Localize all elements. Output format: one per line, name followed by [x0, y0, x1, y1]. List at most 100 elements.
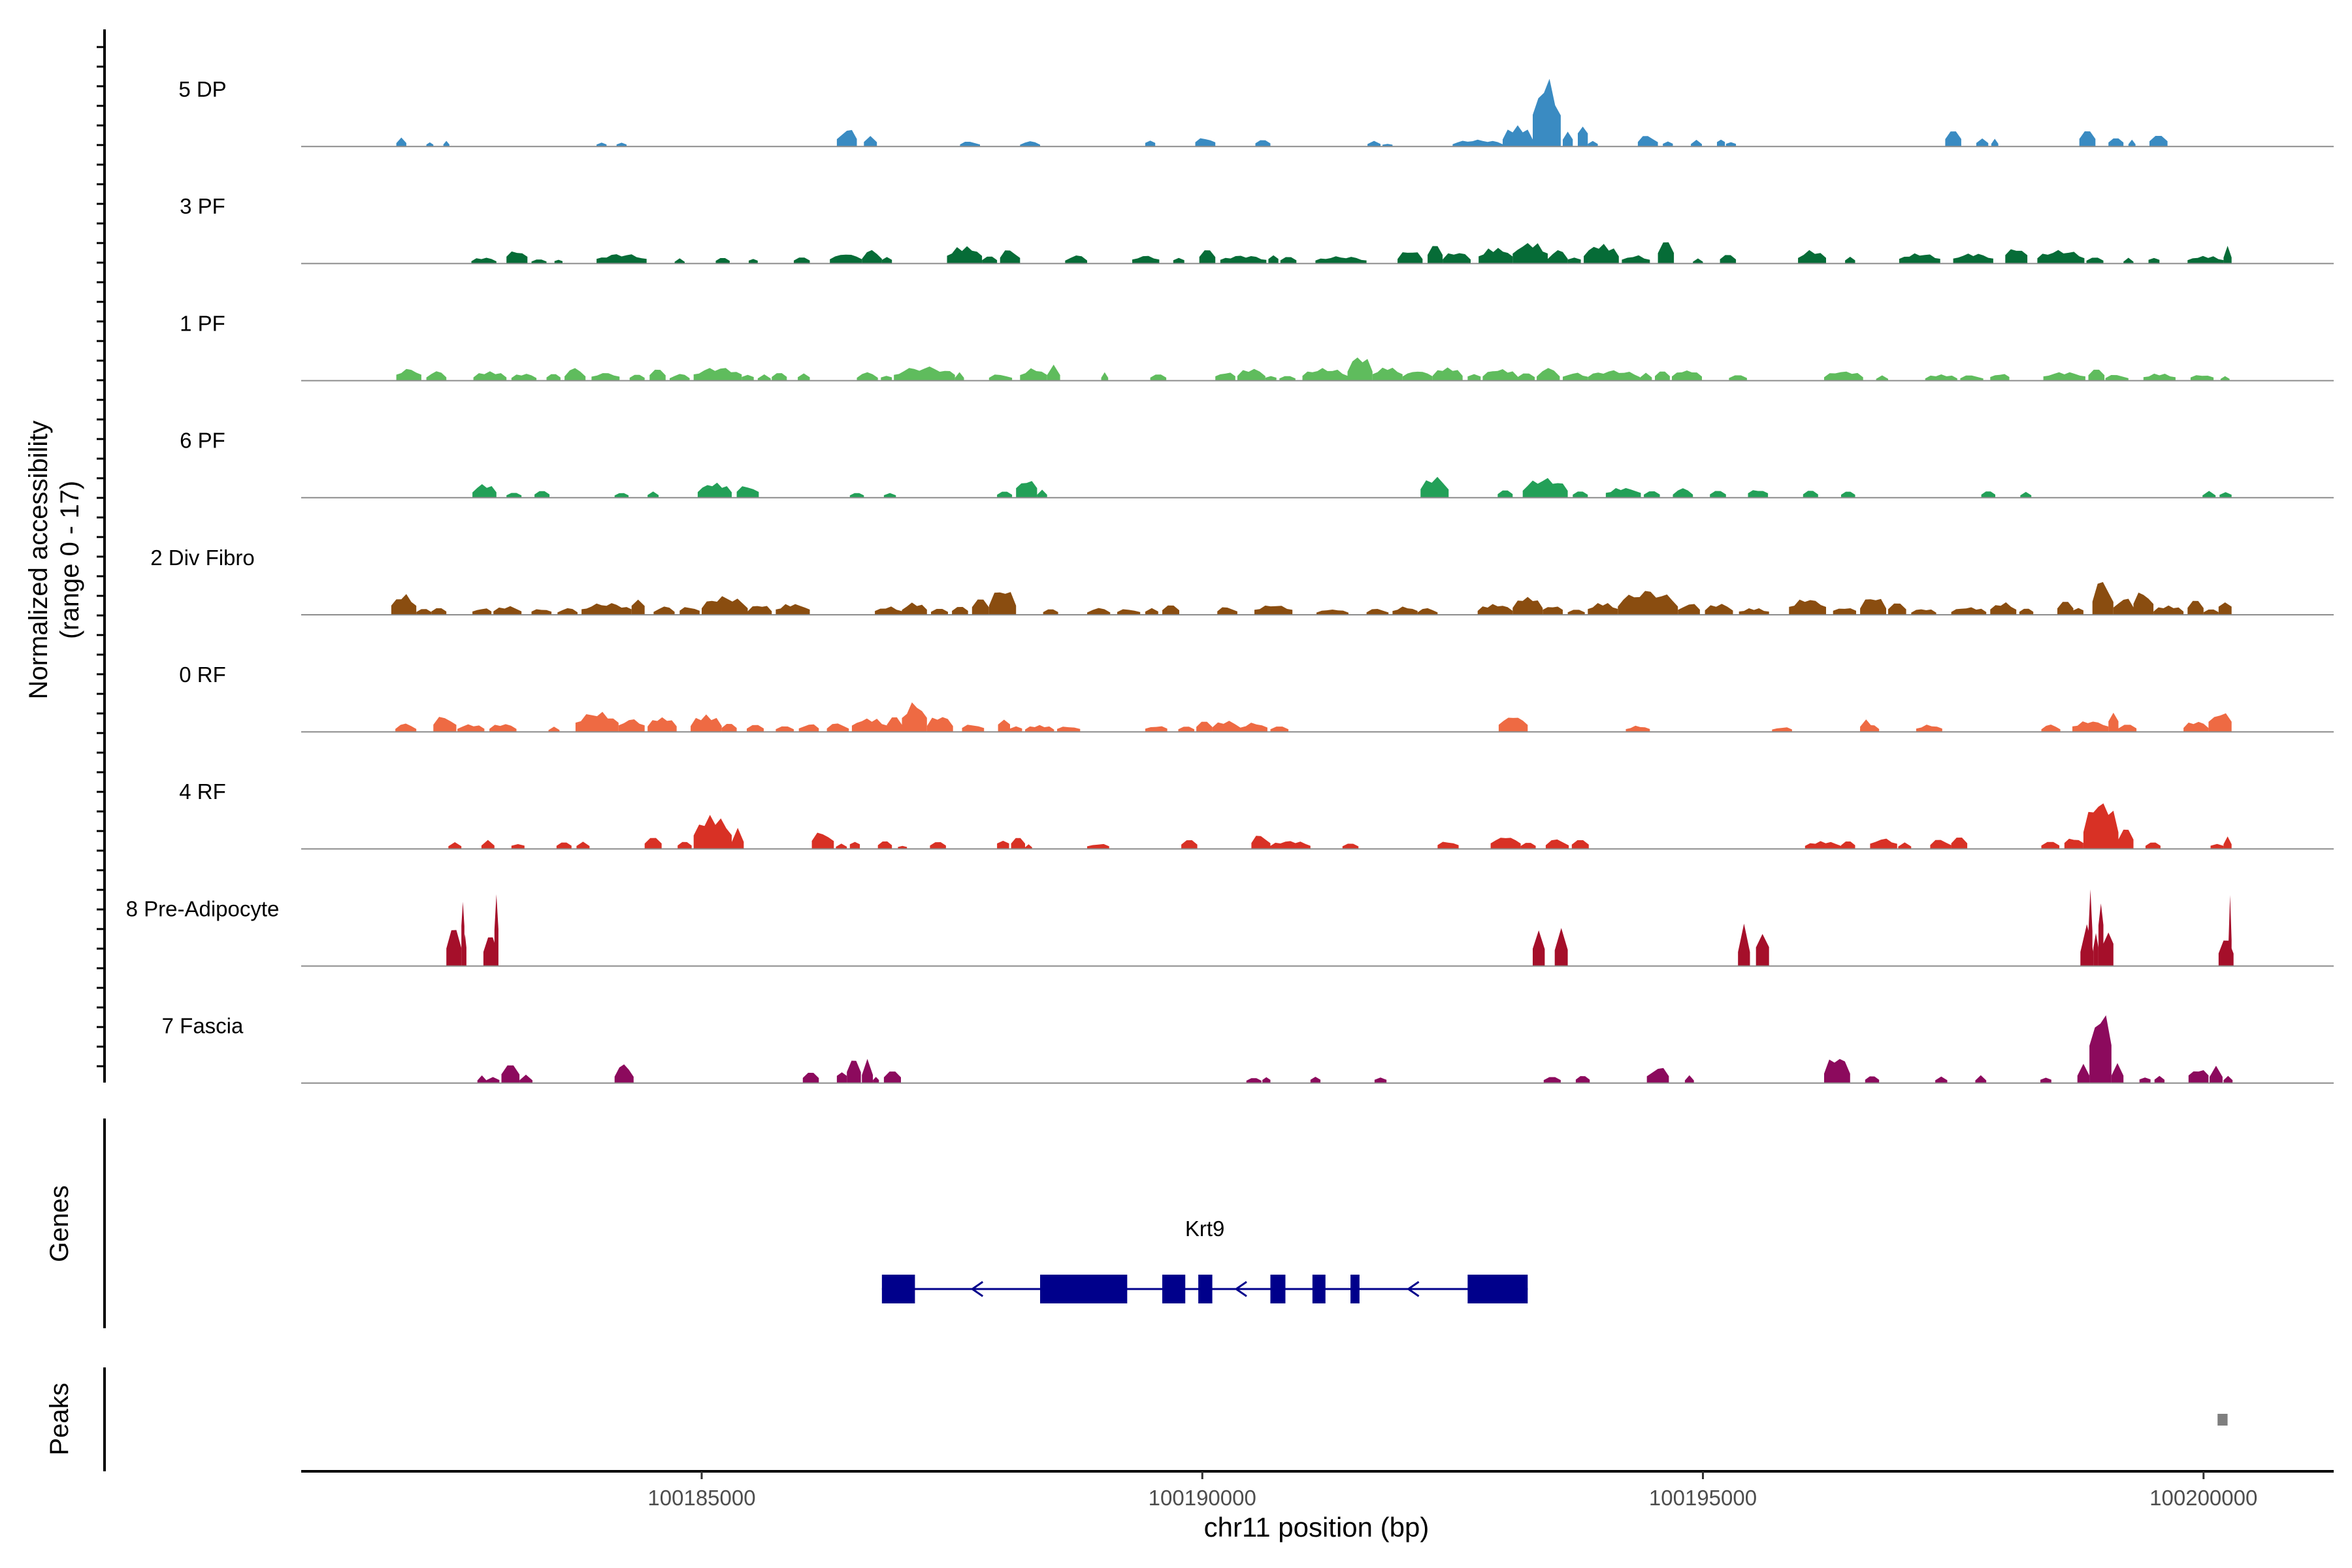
- coverage-region: [1658, 242, 1674, 264]
- coverage-region: [581, 603, 632, 615]
- gene-exon: [1039, 1275, 1128, 1303]
- coverage-region: [1876, 375, 1888, 381]
- coverage-region: [1605, 488, 1641, 498]
- coverage-region: [670, 374, 690, 381]
- coverage-region: [473, 371, 507, 381]
- coverage-region: [2118, 725, 2137, 732]
- coverage-region: [747, 725, 764, 732]
- coverage-region: [2040, 1077, 2051, 1083]
- x-tick-label: 100190000: [1149, 1486, 1256, 1510]
- coverage-region: [1640, 372, 1652, 381]
- coverage-region: [1065, 255, 1087, 264]
- coverage-region: [1268, 255, 1279, 264]
- coverage-region: [1220, 255, 1267, 264]
- gene-exon: [1270, 1275, 1286, 1303]
- coverage-region: [2139, 1077, 2151, 1083]
- coverage-region: [1663, 141, 1673, 147]
- coverage-region: [618, 719, 645, 732]
- coverage-region: [776, 726, 794, 732]
- coverage-region: [1262, 1077, 1271, 1083]
- coverage-region: [489, 724, 517, 732]
- coverage-region: [1490, 838, 1521, 849]
- coverage-region: [1255, 140, 1271, 147]
- coverage-region: [1240, 723, 1267, 732]
- coverage-region: [952, 607, 968, 615]
- coverage-region: [679, 607, 700, 615]
- coverage-region: [1673, 488, 1693, 498]
- coverage-region: [2019, 608, 2034, 615]
- coverage-region: [2133, 593, 2154, 615]
- coverage-region: [486, 1077, 500, 1083]
- coverage-region: [887, 717, 902, 732]
- coverage-region: [2086, 257, 2104, 264]
- coverage-region: [1888, 603, 1906, 615]
- gene-exon: [1198, 1275, 1213, 1303]
- coverage-region: [457, 724, 485, 732]
- gene-exon: [1350, 1275, 1360, 1303]
- coverage-region: [391, 594, 417, 615]
- coverage-region: [649, 369, 666, 381]
- coverage-region: [2057, 602, 2074, 615]
- coverage-region: [693, 368, 742, 381]
- coverage-region: [960, 142, 980, 147]
- coverage-region: [1237, 368, 1266, 381]
- coverage-region: [1990, 602, 2017, 615]
- coverage-region: [1347, 357, 1373, 381]
- coverage-region: [477, 1075, 487, 1083]
- coverage-region: [1482, 369, 1518, 381]
- coverage-region: [1020, 141, 1040, 147]
- coverage-region: [1212, 721, 1241, 732]
- coverage-region: [1173, 257, 1184, 264]
- coverage-region: [1691, 140, 1702, 147]
- coverage-region: [732, 828, 744, 849]
- coverage-region: [1417, 608, 1438, 615]
- gene-label: Krt9: [1185, 1217, 1225, 1241]
- coverage-region: [1976, 138, 1989, 147]
- coverage-region: [483, 937, 498, 966]
- coverage-region: [2210, 1066, 2223, 1083]
- coverage-region: [2043, 372, 2085, 381]
- coverage-region: [1265, 376, 1277, 381]
- coverage-region: [1646, 1068, 1669, 1083]
- coverage-region: [1803, 491, 1818, 498]
- coverage-region: [691, 714, 722, 732]
- coverage-region: [988, 374, 1013, 381]
- coverage-region: [715, 258, 730, 264]
- coverage-region: [1991, 139, 1999, 147]
- coverage-region: [1824, 1058, 1850, 1083]
- coverage-region: [396, 137, 406, 147]
- coverage-region: [1310, 1077, 1321, 1083]
- coverage-region: [2072, 721, 2109, 732]
- coverage-region: [556, 842, 572, 849]
- coverage-region: [873, 1077, 879, 1083]
- coverage-region: [1705, 604, 1733, 615]
- coverage-region: [2020, 491, 2032, 498]
- track-label: 7 Fascia: [162, 1014, 244, 1038]
- coverage-region: [2092, 581, 2114, 615]
- coverage-region: [776, 604, 810, 615]
- coverage-region: [2064, 838, 2083, 849]
- track-label: 2 Div Fibro: [150, 546, 255, 570]
- coverage-region: [1498, 717, 1528, 732]
- coverage-region: [1655, 371, 1670, 381]
- coverage-region: [1739, 608, 1769, 615]
- coverage-region: [1195, 138, 1216, 147]
- coverage-region: [757, 374, 771, 381]
- coverage-region: [472, 608, 492, 615]
- coverage-region: [395, 723, 417, 732]
- coverage-region: [1315, 256, 1367, 264]
- track-label: 5 DP: [178, 77, 226, 101]
- coverage-region: [721, 724, 737, 732]
- coverage-region: [2203, 609, 2219, 615]
- track-label: 1 PF: [180, 311, 225, 335]
- coverage-region: [446, 930, 462, 966]
- coverage-region: [881, 376, 892, 381]
- coverage-region: [1251, 836, 1271, 849]
- coverage-region: [2079, 131, 2096, 147]
- coverage-region: [1916, 725, 1942, 732]
- coverage-region: [1725, 142, 1737, 147]
- coverage-region: [1545, 839, 1569, 849]
- coverage-region: [1618, 591, 1678, 615]
- coverage-region: [772, 373, 787, 381]
- coverage-region: [742, 374, 754, 381]
